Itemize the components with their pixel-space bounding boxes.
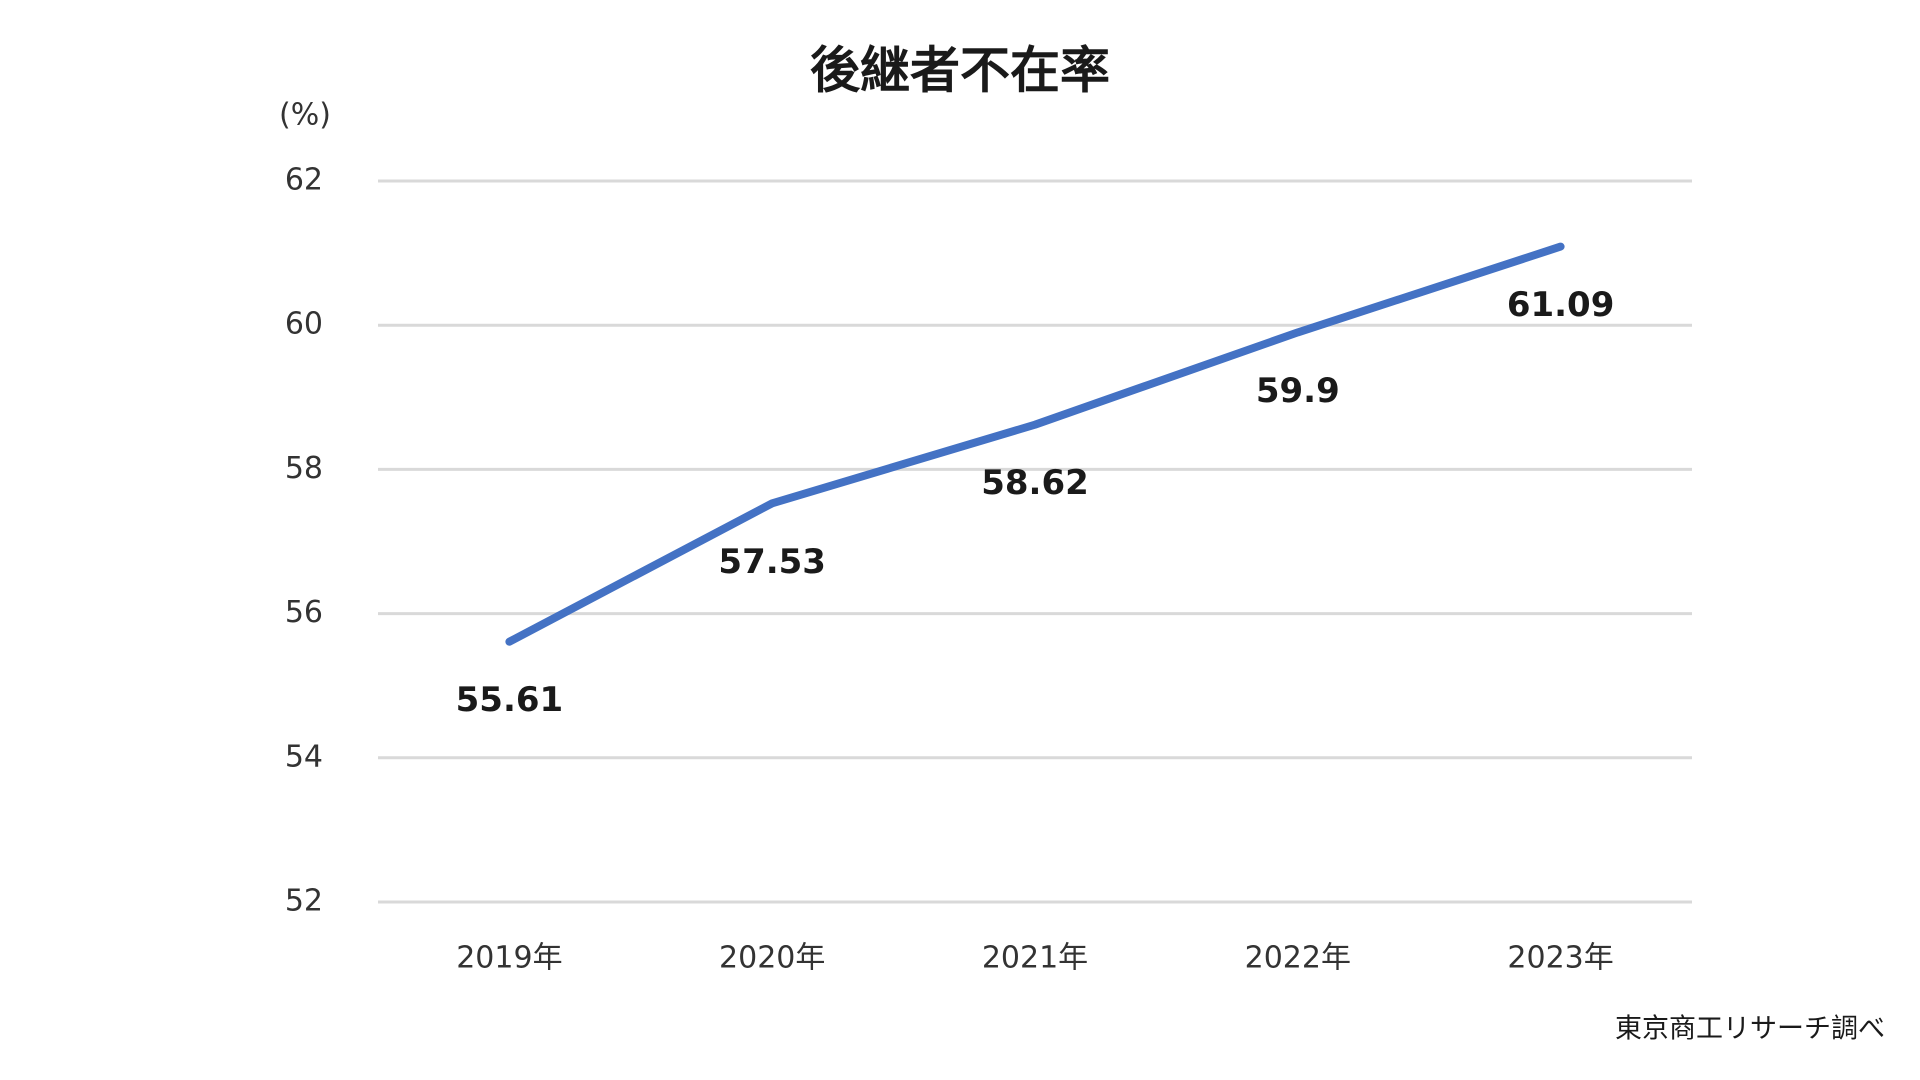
y-tick-label: 58 <box>285 451 323 486</box>
x-tick-label: 2021年 <box>982 941 1088 976</box>
data-line <box>505 242 1565 646</box>
data-label: 57.53 <box>718 542 826 582</box>
data-label: 61.09 <box>1507 285 1615 325</box>
x-tick-label: 2019年 <box>456 941 562 976</box>
x-tick-label: 2023年 <box>1507 941 1613 976</box>
data-label: 58.62 <box>981 463 1089 503</box>
y-tick-label: 62 <box>285 163 323 198</box>
x-tick-label: 2022年 <box>1245 941 1351 976</box>
data-label: 59.9 <box>1256 371 1340 411</box>
y-axis-label: (%) <box>279 98 331 133</box>
chart-title: 後継者不在率 <box>810 42 1110 100</box>
data-label: 55.61 <box>456 680 564 720</box>
source-note: 東京商工リサーチ調べ <box>1615 1014 1885 1045</box>
y-tick-label: 56 <box>285 595 323 630</box>
y-tick-label: 54 <box>285 739 323 774</box>
x-tick-label: 2020年 <box>719 941 825 976</box>
y-tick-label: 60 <box>285 307 323 342</box>
y-tick-label: 52 <box>285 884 323 919</box>
